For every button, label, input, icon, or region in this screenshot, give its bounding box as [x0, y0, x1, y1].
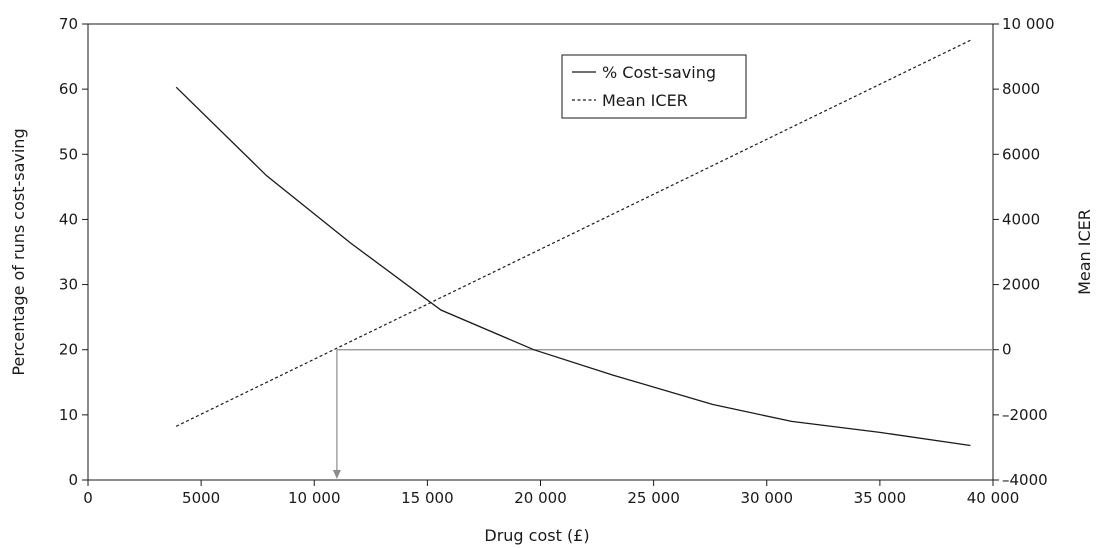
y-right-tick-label: 2000 [1002, 276, 1040, 294]
plot-axes [87, 23, 994, 481]
break-even-arrowhead [332, 470, 341, 479]
x-tick-label: 35 000 [854, 489, 907, 507]
y-left-tick-label: 50 [59, 145, 78, 163]
y-left-tick-label: 20 [59, 341, 78, 359]
x-tick-label: 20 000 [514, 489, 567, 507]
y-left-tick-label: 40 [59, 210, 78, 228]
x-tick-label: 0 [83, 489, 93, 507]
y-left-tick-label: 10 [59, 406, 78, 424]
x-axis-title: Drug cost (£) [484, 526, 589, 545]
x-tick-label: 25 000 [627, 489, 680, 507]
y-right-tick-label: 0 [1002, 341, 1012, 359]
x-tick-label: 5000 [182, 489, 220, 507]
y-left-tick-label: 0 [68, 471, 78, 489]
y-right-tick-label: 10 000 [1002, 15, 1055, 33]
series-line-mean-icer [175, 39, 971, 427]
y-left-tick-label: 70 [59, 15, 78, 33]
plot-frame [87, 23, 994, 481]
series-lines [175, 39, 971, 447]
legend-label-mean-icer: Mean ICER [602, 91, 688, 110]
legend-box [561, 54, 747, 119]
x-tick-label: 10 000 [288, 489, 341, 507]
y-right-tick-label: –2000 [1002, 406, 1048, 424]
y-axis-title-left: Percentage of runs cost-saving [9, 128, 28, 375]
tick-marks [82, 23, 999, 486]
legend-label-cost-saving: % Cost-saving [602, 63, 716, 82]
y-left-tick-label: 30 [59, 276, 78, 294]
y-axis-title-right: Mean ICER [1075, 209, 1094, 295]
y-right-tick-label: 8000 [1002, 80, 1040, 98]
y-right-tick-label: 6000 [1002, 145, 1040, 163]
y-right-tick-label: –4000 [1002, 471, 1048, 489]
y-right-tick-label: 4000 [1002, 210, 1040, 228]
y-left-tick-label: 60 [59, 80, 78, 98]
tick-labels: 0 5000 10 000 15 000 20 000 25 000 30 000 35 00… [59, 15, 1055, 507]
break-even-reference [332, 349, 993, 479]
x-tick-label: 15 000 [401, 489, 454, 507]
legend: % Cost-saving Mean ICER [561, 54, 747, 119]
x-tick-label: 30 000 [741, 489, 794, 507]
x-tick-label: 40 000 [967, 489, 1020, 507]
series-line-cost-saving [175, 86, 971, 447]
